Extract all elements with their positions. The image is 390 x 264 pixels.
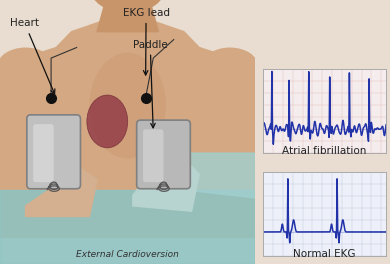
Polygon shape [133, 158, 199, 211]
Text: After Cardioversion: After Cardioversion [271, 180, 379, 190]
Ellipse shape [89, 0, 166, 13]
FancyBboxPatch shape [143, 129, 163, 182]
FancyBboxPatch shape [27, 115, 80, 189]
Text: Atrial fibrillation: Atrial fibrillation [282, 146, 367, 156]
Ellipse shape [87, 95, 128, 148]
Text: Before Cardioversion: Before Cardioversion [266, 77, 383, 87]
Ellipse shape [89, 53, 166, 158]
FancyBboxPatch shape [136, 120, 190, 189]
Text: EKG lead: EKG lead [122, 8, 170, 75]
Polygon shape [140, 153, 255, 198]
Text: External Cardioversion: External Cardioversion [76, 250, 179, 259]
FancyBboxPatch shape [33, 124, 54, 182]
Text: Paddle: Paddle [133, 40, 168, 128]
Text: Heart: Heart [10, 18, 55, 94]
Polygon shape [0, 190, 255, 264]
Ellipse shape [202, 48, 258, 84]
Polygon shape [97, 0, 158, 32]
Polygon shape [26, 169, 97, 216]
Polygon shape [0, 21, 255, 238]
Text: Normal EKG: Normal EKG [293, 249, 356, 259]
Ellipse shape [0, 48, 54, 84]
